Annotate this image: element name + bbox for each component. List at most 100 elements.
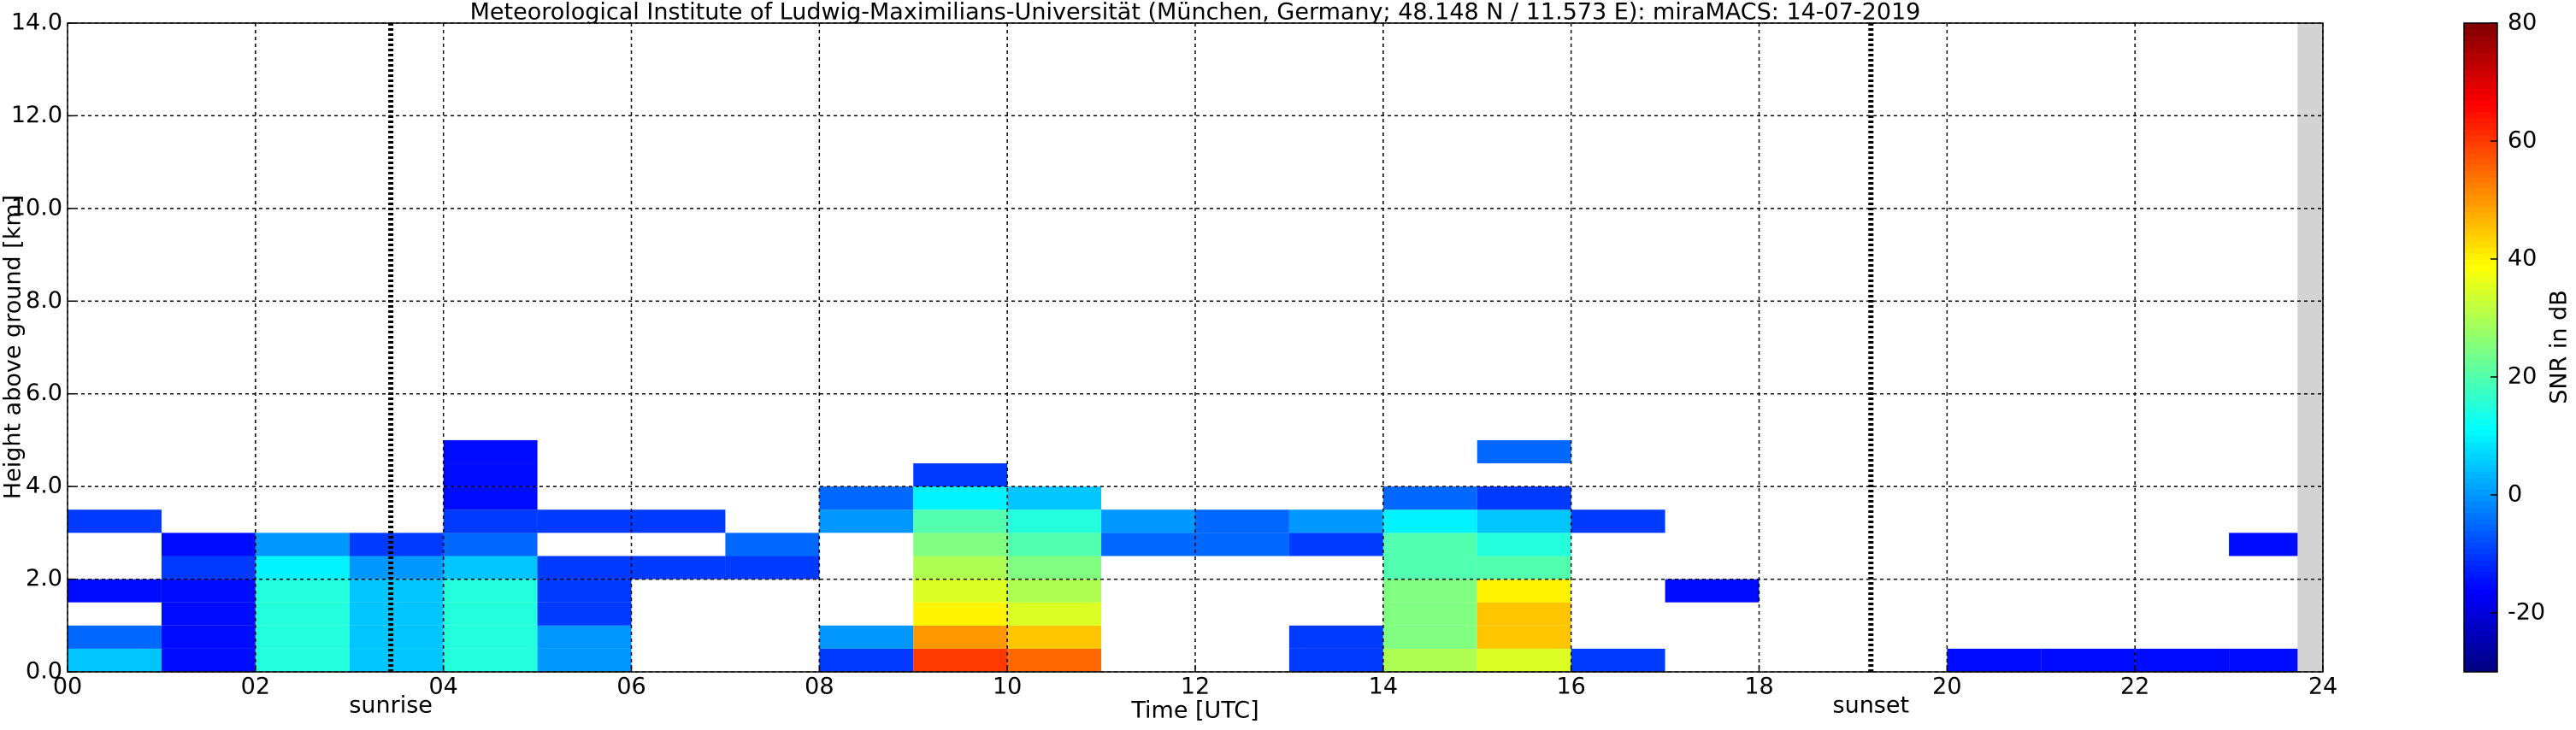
colorbar-swatch: [2464, 99, 2497, 107]
x-tick-label: 16: [1556, 674, 1585, 700]
heatmap-cell: [1477, 556, 1571, 580]
colorbar-swatch: [2464, 477, 2497, 484]
colorbar-tick-label: 40: [2508, 245, 2537, 272]
colorbar-swatch: [2464, 141, 2497, 148]
heatmap-cell: [1007, 648, 1102, 672]
chart-title: Meteorological Institute of Ludwig-Maxim…: [470, 0, 1921, 26]
colorbar-swatch: [2464, 205, 2497, 213]
y-tick-label: 12.0: [11, 102, 62, 128]
heatmap-cell: [443, 533, 538, 556]
heatmap-cell: [1477, 439, 1571, 464]
heatmap-cell: [349, 579, 444, 603]
colorbar-swatch: [2464, 58, 2497, 65]
colorbar-swatch: [2464, 318, 2497, 325]
y-tick-label: 4.0: [26, 473, 62, 499]
heatmap-cell: [443, 648, 538, 672]
colorbar-swatch: [2464, 229, 2497, 236]
heatmap-cell: [1007, 509, 1102, 533]
colorbar-swatch: [2464, 135, 2497, 142]
colorbar-label: SNR in dB: [2546, 290, 2573, 404]
heatmap-cell: [1288, 509, 1383, 533]
colorbar-swatch: [2464, 430, 2497, 437]
heatmap-cell: [1477, 648, 1571, 672]
colorbar-swatch: [2464, 642, 2497, 649]
heatmap-cell: [1477, 625, 1571, 649]
y-tick-label: 2.0: [26, 565, 62, 592]
heatmap-cell: [1477, 486, 1571, 510]
colorbar-swatch: [2464, 666, 2497, 673]
colorbar-tick-label: -20: [2508, 599, 2545, 626]
colorbar-swatch: [2464, 624, 2497, 632]
heatmap-cell: [819, 509, 914, 533]
colorbar-swatch: [2464, 70, 2497, 77]
colorbar-swatch: [2464, 459, 2497, 467]
colorbar-swatch: [2464, 565, 2497, 573]
colorbar-swatch: [2464, 93, 2497, 101]
colorbar-swatch: [2464, 542, 2497, 549]
heatmap-cell: [1195, 509, 1289, 533]
heatmap-cell: [68, 579, 162, 603]
colorbar-tick-label: 20: [2508, 363, 2537, 390]
heatmap-cell: [913, 509, 1008, 533]
heatmap-cell: [443, 509, 538, 533]
colorbar-swatch: [2464, 406, 2497, 413]
heatmap-cell: [349, 533, 444, 556]
colorbar-swatch: [2464, 518, 2497, 526]
heatmap-cell: [1007, 533, 1102, 556]
heatmap-cell: [255, 648, 350, 672]
heatmap-cell: [1007, 579, 1102, 603]
colorbar-swatch: [2464, 571, 2497, 579]
x-tick-label: 22: [2120, 674, 2149, 700]
heatmap-cell: [1382, 625, 1477, 649]
heatmap-cell: [537, 602, 632, 626]
y-tick-label: 10.0: [11, 194, 62, 221]
colorbar-swatch: [2464, 259, 2497, 266]
colorbar-swatch: [2464, 117, 2497, 124]
heatmap-cell: [1007, 625, 1102, 649]
annotation-label: sunset: [1833, 692, 1910, 719]
no-data-region: [2297, 23, 2323, 672]
colorbar-swatch: [2464, 601, 2497, 608]
x-tick-label: 14: [1369, 674, 1398, 700]
heatmap-cell: [443, 602, 538, 626]
colorbar-swatch: [2464, 589, 2497, 596]
colorbar-swatch: [2464, 654, 2497, 661]
colorbar-swatch: [2464, 182, 2497, 189]
colorbar-swatch: [2464, 152, 2497, 160]
y-axis-label: Height above ground [km]: [0, 195, 27, 499]
colorbar-swatch: [2464, 111, 2497, 118]
colorbar-swatch: [2464, 382, 2497, 390]
colorbar-swatch: [2464, 583, 2497, 590]
colorbar-swatch: [2464, 436, 2497, 443]
colorbar-swatch: [2464, 441, 2497, 449]
x-tick-label: 00: [53, 674, 82, 700]
colorbar-swatch: [2464, 76, 2497, 83]
x-axis-label: Time [UTC]: [1130, 698, 1259, 724]
colorbar-swatch: [2464, 495, 2497, 502]
colorbar-swatch: [2464, 613, 2497, 620]
colorbar-swatch: [2464, 247, 2497, 254]
heatmap-cell: [349, 625, 444, 649]
heatmap-cell: [913, 533, 1008, 556]
heatmap-cell: [1477, 533, 1571, 556]
colorbar-swatch: [2464, 512, 2497, 520]
heatmap-cell: [1101, 533, 1195, 556]
heatmap-cell: [725, 556, 820, 580]
colorbar-swatch: [2464, 323, 2497, 331]
heatmap-cell: [1477, 579, 1571, 603]
heatmap-cell: [1382, 602, 1477, 626]
colorbar-swatch: [2464, 418, 2497, 425]
colorbar-swatch: [2464, 217, 2497, 225]
colorbar-swatch: [2464, 335, 2497, 343]
heatmap-cell: [255, 556, 350, 580]
colorbar-swatch: [2464, 194, 2497, 201]
colorbar-swatch: [2464, 164, 2497, 172]
colorbar-swatch: [2464, 176, 2497, 183]
plot-frame: [67, 22, 2324, 673]
heatmap-cell: [443, 579, 538, 603]
y-tick-label: 8.0: [26, 287, 62, 314]
colorbar-swatch: [2464, 341, 2497, 349]
heatmap-cell: [1382, 509, 1477, 533]
colorbar-swatch: [2464, 636, 2497, 644]
